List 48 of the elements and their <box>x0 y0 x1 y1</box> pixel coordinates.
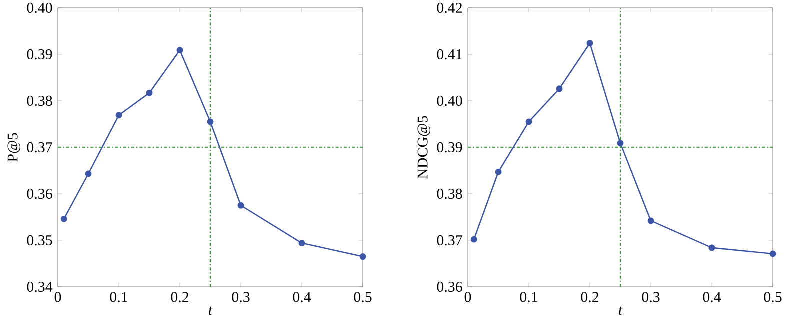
point <box>85 170 92 178</box>
point <box>708 244 716 252</box>
y-tick-label: 0.39 <box>437 142 462 153</box>
x-tick-label: 0.3 <box>232 292 250 302</box>
point <box>470 236 478 243</box>
point <box>586 40 594 47</box>
y-tick-label: 0.35 <box>27 235 52 246</box>
y-tick-label: 0.36 <box>437 282 462 292</box>
point <box>298 240 306 247</box>
point <box>146 90 153 96</box>
point <box>495 168 502 176</box>
point <box>238 202 244 209</box>
y-axis-title: P@5 <box>8 133 21 162</box>
y-axis-title: NDCG@5 <box>418 116 431 179</box>
x-tick-label: 0.3 <box>642 292 660 302</box>
y-tick-label: 0.40 <box>27 2 52 14</box>
point <box>207 118 214 126</box>
x-tick-label: 0 <box>464 292 472 302</box>
y-tick-label: 0.38 <box>437 188 462 200</box>
y-tick-label: 0.37 <box>437 235 462 246</box>
y-tick-label: 0.38 <box>27 96 52 106</box>
point <box>60 216 68 222</box>
point <box>526 118 532 126</box>
y-tick-label: 0.36 <box>27 188 52 200</box>
x-tick-label: 0 <box>54 292 62 302</box>
y-tick-label: 0.37 <box>27 142 52 153</box>
x-tick-label: 0.1 <box>520 292 538 302</box>
point <box>116 112 122 119</box>
point <box>360 254 366 260</box>
y-tick-label: 0.42 <box>437 2 462 14</box>
x-tick-label: 0.5 <box>354 292 372 302</box>
point <box>648 218 654 224</box>
y-tick-label: 0.34 <box>27 282 53 292</box>
y-tick-label: 0.39 <box>27 49 52 60</box>
x-tick-label: 0.4 <box>293 292 312 302</box>
point <box>176 47 184 54</box>
point <box>617 140 624 147</box>
x-axis-title: t <box>209 306 213 316</box>
y-tick-label: 0.40 <box>437 96 462 106</box>
x-tick-label: 0.5 <box>764 292 782 302</box>
x-axis-title: t <box>619 306 623 316</box>
point <box>556 86 563 92</box>
y-tick-label: 0.41 <box>437 49 462 60</box>
x-tick-label: 0.2 <box>581 292 599 302</box>
x-tick-label: 0.4 <box>703 292 722 302</box>
x-tick-label: 0.2 <box>171 292 189 302</box>
x-tick-label: 0.1 <box>110 292 128 302</box>
point <box>770 250 776 258</box>
